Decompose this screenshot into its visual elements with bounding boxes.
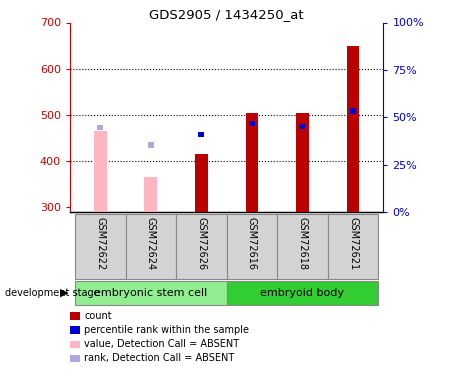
Text: GSM72616: GSM72616 (247, 217, 257, 270)
Bar (350, 108, 356, 114)
Text: value, Detection Call = ABSENT: value, Detection Call = ABSENT (84, 339, 239, 349)
Text: ▶: ▶ (60, 288, 69, 298)
Bar (125, 214, 176, 279)
Text: embryoid body: embryoid body (261, 288, 345, 298)
Bar (249, 121, 255, 126)
Bar (148, 142, 154, 148)
Text: GSM72624: GSM72624 (146, 217, 156, 270)
Bar (144, 177, 157, 212)
Bar (94, 131, 106, 212)
Text: rank, Detection Call = ABSENT: rank, Detection Call = ABSENT (84, 354, 235, 363)
Bar (198, 132, 204, 137)
Bar (176, 214, 226, 279)
Text: GSM72622: GSM72622 (95, 217, 105, 270)
Bar (75, 214, 125, 279)
Text: count: count (84, 311, 112, 321)
Bar (226, 214, 277, 279)
Text: development stage: development stage (5, 288, 99, 298)
Text: percentile rank within the sample: percentile rank within the sample (84, 325, 249, 335)
Bar (277, 214, 328, 279)
Text: embryonic stem cell: embryonic stem cell (94, 288, 207, 298)
Text: GSM72626: GSM72626 (196, 217, 207, 270)
Text: GSM72618: GSM72618 (298, 217, 308, 270)
Bar (195, 154, 207, 212)
Bar (226, 280, 378, 305)
Bar (328, 214, 378, 279)
Bar (296, 114, 309, 212)
Bar (299, 124, 305, 129)
Bar (246, 114, 258, 212)
Text: GSM72621: GSM72621 (348, 217, 358, 270)
Bar (347, 46, 359, 212)
Bar (75, 280, 226, 305)
Title: GDS2905 / 1434250_at: GDS2905 / 1434250_at (149, 8, 304, 21)
Bar (97, 124, 103, 130)
